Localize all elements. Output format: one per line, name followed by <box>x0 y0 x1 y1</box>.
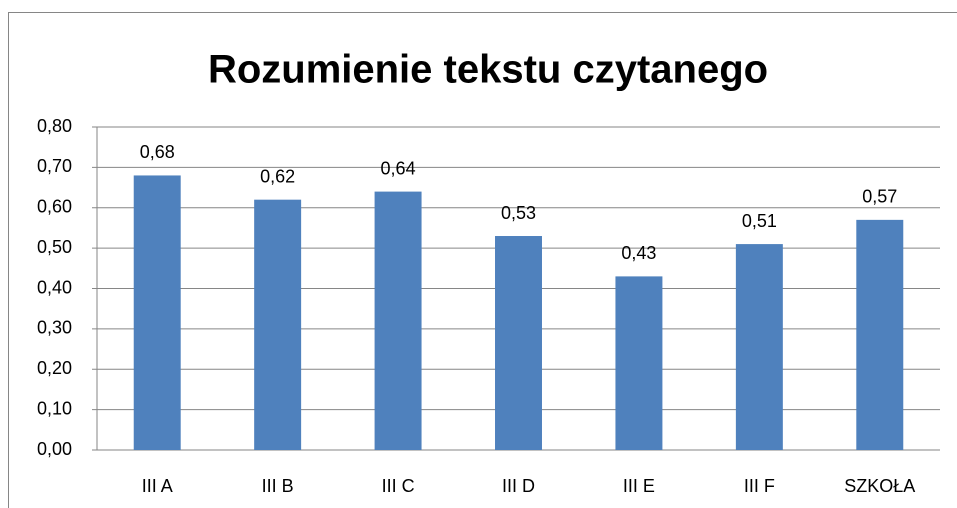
chart-title: Rozumienie tekstu czytanego <box>208 48 768 92</box>
data-label: 0,53 <box>501 203 536 223</box>
data-label: 0,62 <box>260 166 295 186</box>
x-tick-label: III A <box>142 476 173 496</box>
data-label: 0,64 <box>381 158 416 178</box>
y-tick-label: 0,40 <box>37 277 72 297</box>
x-tick-label: III E <box>623 476 655 496</box>
y-tick-label: 0,80 <box>37 116 72 136</box>
y-tick-label: 0,20 <box>37 358 72 378</box>
y-tick-label: 0,50 <box>37 237 72 257</box>
x-tick-label: III F <box>744 476 775 496</box>
bar <box>133 175 181 450</box>
data-label: 0,43 <box>621 243 656 263</box>
bar <box>495 236 542 450</box>
y-tick-label: 0,10 <box>37 398 72 418</box>
y-tick-label: 0,60 <box>37 197 72 217</box>
x-tick-label: III B <box>262 476 294 496</box>
y-tick-label: 0,30 <box>37 318 72 338</box>
x-tick-label: SZKOŁA <box>844 476 915 496</box>
bar <box>615 276 663 450</box>
bar <box>374 191 422 450</box>
data-label: 0,68 <box>140 142 175 162</box>
y-tick-label: 0,00 <box>37 439 72 459</box>
y-tick-label: 0,70 <box>37 156 72 176</box>
data-label: 0,51 <box>742 211 777 231</box>
bar <box>735 244 783 450</box>
bar <box>254 199 302 450</box>
x-tick-label: III C <box>382 476 415 496</box>
data-label: 0,57 <box>862 187 897 207</box>
bar <box>856 219 904 450</box>
x-tick-label: III D <box>502 476 535 496</box>
